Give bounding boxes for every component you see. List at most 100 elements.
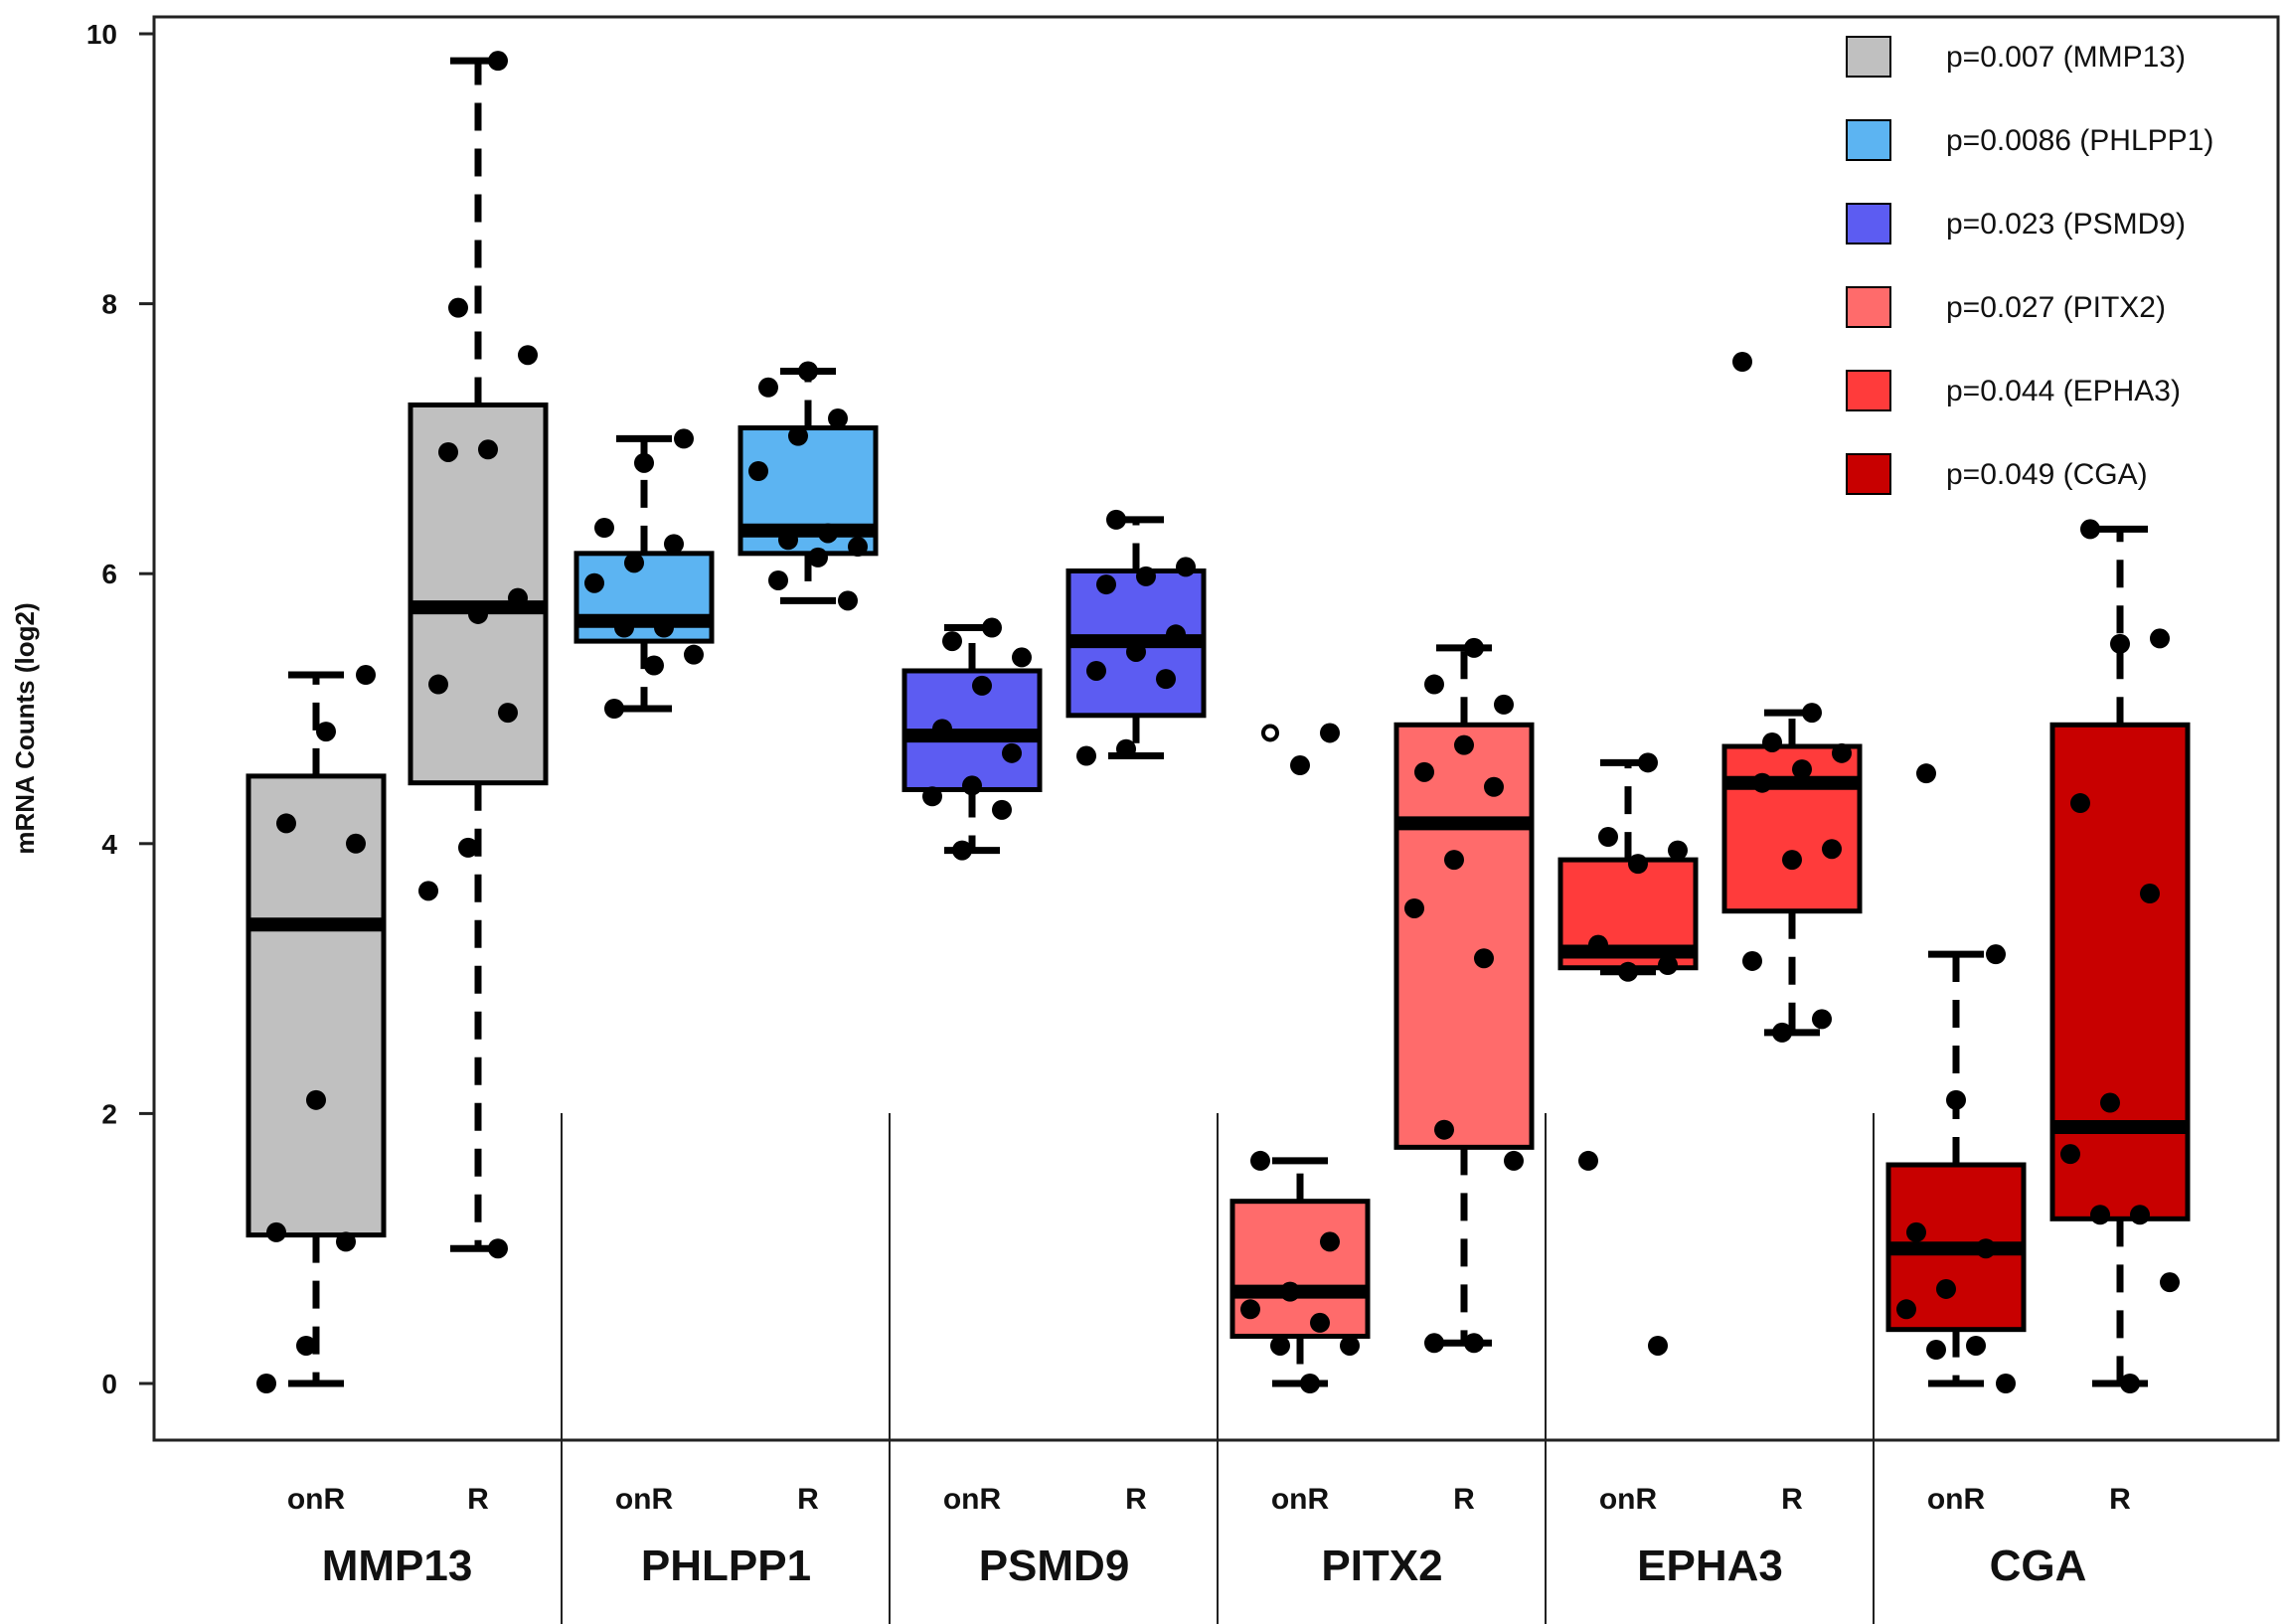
- data-point: [1986, 944, 2006, 965]
- data-point: [848, 537, 868, 558]
- box-group-pitx2: [1229, 637, 1535, 1393]
- data-point: [1156, 669, 1176, 690]
- data-point: [2060, 1144, 2080, 1165]
- legend-swatch: [1846, 36, 1891, 78]
- box-group-cga: [1885, 519, 2191, 1393]
- legend-item: p=0.044 (EPHA3): [1846, 370, 2181, 411]
- data-point: [644, 655, 664, 676]
- category-label: onR: [615, 1483, 674, 1516]
- x-axis-labels: onR R MMP13 onR R PHLPP1 onR R PSMD9 onR R PITX2 onR…: [287, 1483, 2131, 1590]
- data-point: [458, 837, 478, 858]
- box-psmd9-r: [1065, 509, 1207, 766]
- data-point: [346, 833, 366, 854]
- data-point: [1454, 734, 1474, 755]
- data-points: [1076, 509, 1196, 766]
- data-point: [1732, 351, 1752, 372]
- data-point: [1340, 1335, 1360, 1356]
- box-pitx2-r: [1393, 637, 1535, 1354]
- gene-label: MMP13: [322, 1542, 473, 1590]
- data-point: [1012, 647, 1032, 668]
- category-label: R: [467, 1483, 489, 1516]
- category-label: onR: [943, 1483, 1002, 1516]
- data-point: [428, 674, 448, 695]
- data-point: [1668, 840, 1688, 861]
- gene-label: PSMD9: [979, 1542, 1130, 1590]
- data-point: [654, 617, 674, 638]
- data-point: [922, 786, 942, 807]
- category-label: onR: [1271, 1483, 1330, 1516]
- data-point: [992, 799, 1012, 820]
- data-point: [1310, 1312, 1330, 1333]
- data-point: [1320, 723, 1340, 743]
- data-point: [1176, 557, 1196, 577]
- data-point: [1926, 1340, 1946, 1361]
- data-point: [1598, 827, 1618, 848]
- category-label: R: [1125, 1483, 1147, 1516]
- data-point: [982, 617, 1002, 638]
- legend: p=0.007 (MMP13) p=0.0086 (PHLPP1) p=0.023 …: [1846, 36, 2213, 495]
- data-point: [1320, 1231, 1340, 1252]
- data-point: [2090, 1205, 2110, 1225]
- category-label: onR: [1599, 1483, 1658, 1516]
- data-point: [798, 361, 818, 382]
- legend-swatch: [1846, 203, 1891, 244]
- legend-label: p=0.027 (PITX2): [1946, 291, 2166, 324]
- data-point: [942, 631, 962, 652]
- data-point: [518, 345, 538, 366]
- data-point: [1936, 1278, 1956, 1299]
- box-mmp13-onr: [245, 665, 387, 1393]
- y-tick-label: 6: [101, 559, 117, 589]
- category-label: R: [1453, 1483, 1475, 1516]
- data-point: [1434, 1119, 1454, 1140]
- data-point: [438, 441, 458, 462]
- data-point: [808, 547, 828, 568]
- data-point: [584, 572, 604, 593]
- data-point: [1424, 1333, 1444, 1354]
- data-point: [1996, 1374, 2016, 1393]
- data-point: [1966, 1335, 1986, 1356]
- data-point: [2140, 884, 2160, 904]
- data-point: [1096, 574, 1116, 595]
- category-label: R: [1781, 1483, 1803, 1516]
- data-point: [296, 1335, 316, 1356]
- box-cga-onr: [1885, 763, 2027, 1393]
- data-point: [1916, 763, 1936, 784]
- data-point: [1116, 738, 1136, 759]
- data-points: [1240, 723, 1360, 1393]
- legend-label: p=0.049 (CGA): [1946, 458, 2148, 491]
- data-point: [604, 699, 624, 719]
- y-tick-label: 10: [86, 19, 117, 50]
- data-point: [1822, 839, 1842, 860]
- category-label: R: [2109, 1483, 2131, 1516]
- box-iqr: [573, 551, 715, 644]
- data-point: [316, 722, 336, 742]
- data-point: [1618, 961, 1638, 982]
- data-point: [972, 675, 992, 696]
- box-group-epha3: [1557, 351, 1863, 1356]
- box-phlpp1-onr: [573, 428, 715, 719]
- box-cga-r: [2049, 519, 2191, 1393]
- box-iqr: [245, 773, 387, 1238]
- box-group-psmd9: [901, 509, 1207, 861]
- data-point: [1752, 772, 1772, 793]
- box-phlpp1-r: [737, 361, 879, 611]
- box-psmd9-onr: [901, 617, 1043, 861]
- data-point: [1290, 755, 1310, 776]
- data-point: [1648, 1335, 1668, 1356]
- data-point: [788, 425, 808, 446]
- data-point: [1504, 1150, 1524, 1171]
- data-point: [674, 428, 694, 449]
- legend-label: p=0.0086 (PHLPP1): [1946, 124, 2213, 157]
- data-point: [2120, 1374, 2140, 1393]
- data-point: [1578, 1150, 1598, 1171]
- data-point: [488, 1238, 508, 1259]
- legend-item: p=0.023 (PSMD9): [1846, 203, 2186, 244]
- data-point: [2080, 519, 2100, 540]
- gene-label: CGA: [1990, 1542, 2087, 1590]
- data-point: [1474, 948, 1494, 969]
- data-point: [478, 439, 498, 460]
- data-points: [1404, 637, 1524, 1354]
- data-point: [1742, 950, 1762, 971]
- data-point: [758, 377, 778, 398]
- data-point: [664, 534, 684, 555]
